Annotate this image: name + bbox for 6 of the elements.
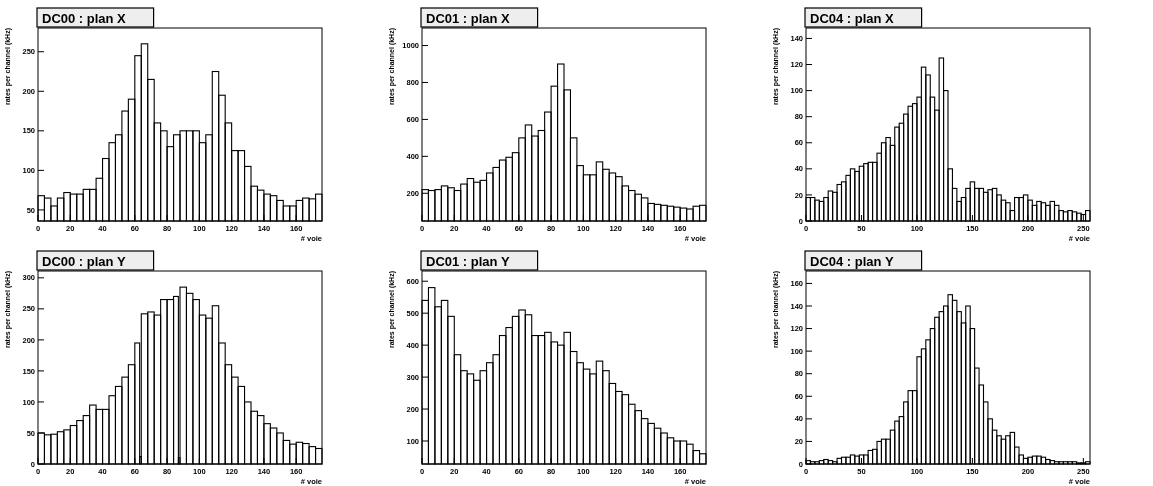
chart-title: DC01 : plan X: [426, 10, 511, 26]
chart-title: DC00 : plan X: [42, 10, 127, 26]
chart-title: DC04 : plan Y: [810, 253, 894, 269]
chart-title: DC00 : plan Y: [42, 253, 126, 269]
chart-title: DC01 : plan Y: [426, 253, 510, 269]
chart-title: DC04 : plan X: [810, 10, 895, 26]
